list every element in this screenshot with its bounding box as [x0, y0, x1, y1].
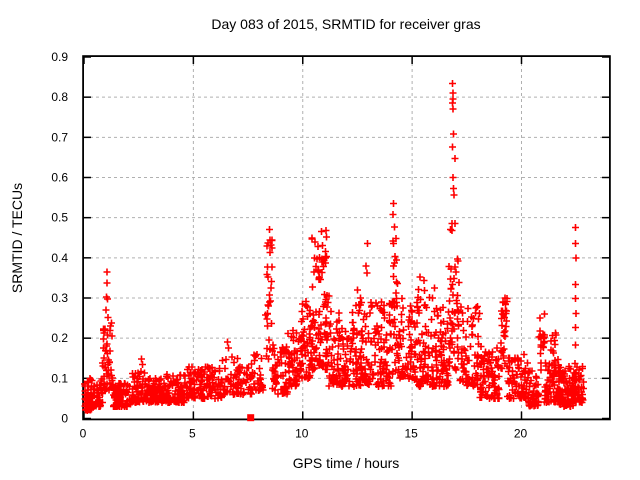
svg-text:0.3: 0.3 — [51, 291, 68, 305]
svg-text:0.6: 0.6 — [51, 171, 68, 185]
svg-text:5: 5 — [189, 427, 196, 441]
svg-text:10: 10 — [295, 427, 309, 441]
tick-marks — [83, 56, 609, 420]
svg-text:0.5: 0.5 — [51, 211, 68, 225]
chart-title: Day 083 of 2015, SRMTID for receiver gra… — [211, 16, 481, 32]
x-axis-label: GPS time / hours — [292, 455, 400, 471]
svg-text:0.4: 0.4 — [51, 251, 68, 265]
svg-text:0.7: 0.7 — [51, 130, 68, 144]
svg-text:0.1: 0.1 — [51, 371, 68, 385]
svg-text:20: 20 — [514, 427, 528, 441]
y-tick-labels: 0 0.1 0.2 0.3 0.4 0.5 0.6 0.7 0.8 0.9 — [51, 50, 68, 426]
event-square-marker — [247, 414, 255, 422]
svg-text:0.2: 0.2 — [51, 331, 68, 345]
svg-text:0.8: 0.8 — [51, 90, 68, 104]
svg-text:15: 15 — [404, 427, 418, 441]
svg-text:0: 0 — [61, 412, 68, 426]
grid-lines — [84, 57, 609, 419]
scatter-points — [81, 80, 587, 414]
x-tick-labels: 0 5 10 15 20 — [80, 427, 528, 441]
svg-text:0: 0 — [80, 427, 87, 441]
svg-text:0.9: 0.9 — [51, 50, 68, 64]
axis-border — [82, 55, 611, 421]
